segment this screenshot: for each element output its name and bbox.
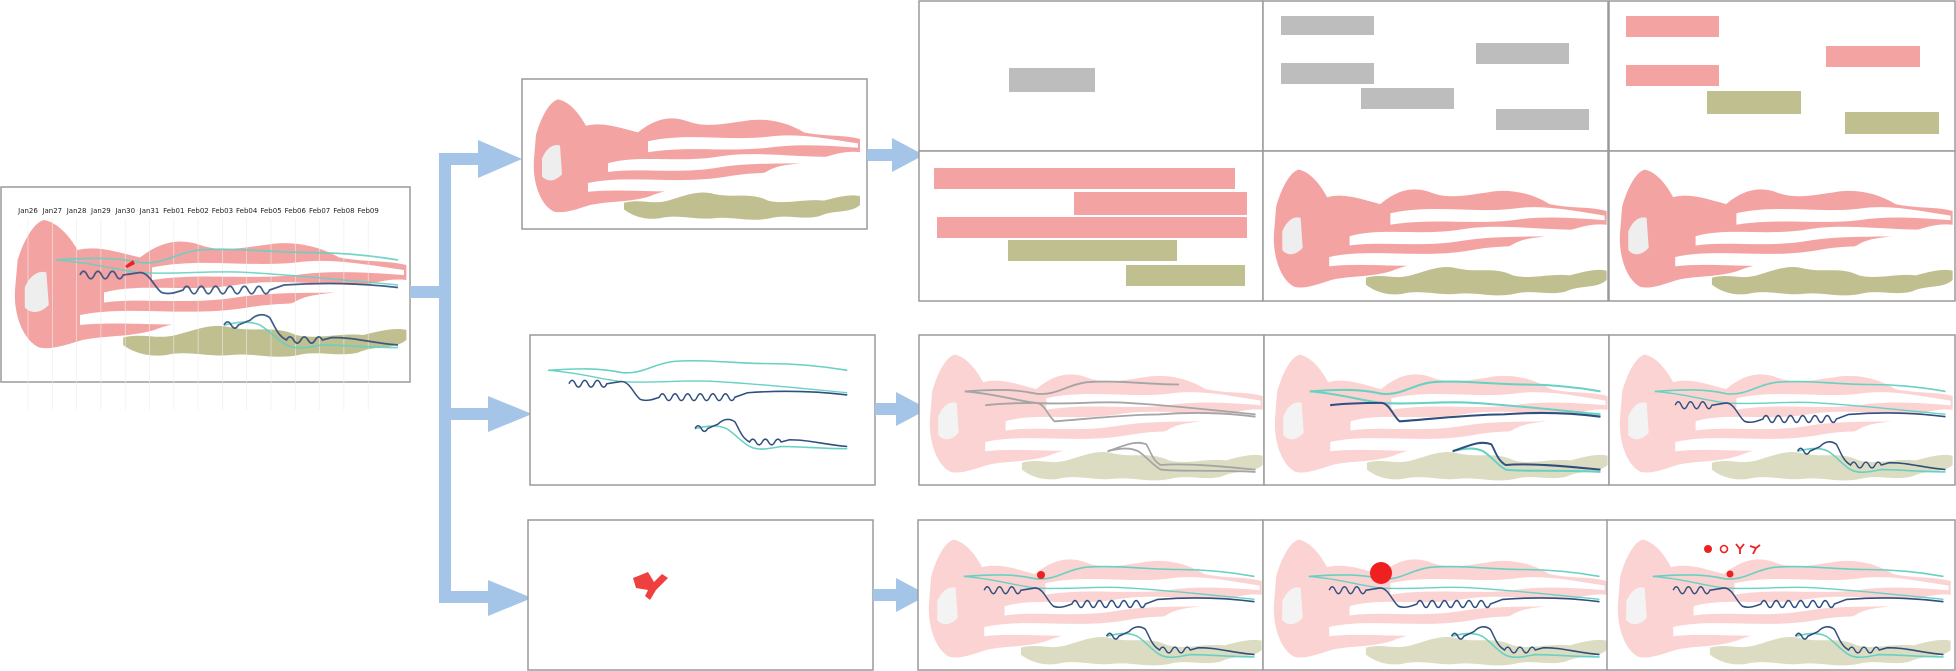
date-label: Feb08 [333, 207, 354, 215]
date-label: Feb05 [260, 207, 281, 215]
event-marker-icon [125, 260, 135, 268]
arrow-out-top-icon [892, 138, 924, 172]
glyph-y-icon [1735, 543, 1745, 554]
bar-layout-grid [918, 0, 1956, 302]
arrow-to-bottom-shaft [439, 591, 489, 603]
glyph-ring-icon [1719, 544, 1729, 554]
arrow-out-bottom-icon [896, 578, 928, 612]
source-timeline-panel: Jan26 Jan27 Jan28 Jan29 Jan30 Jan31 Feb01 Feb02… [0, 186, 411, 410]
date-label: Jan30 [114, 207, 135, 215]
date-label: Feb01 [163, 207, 184, 215]
date-label: Feb03 [212, 207, 233, 215]
stage-marker-panel [527, 519, 874, 671]
date-label: Jan28 [66, 207, 87, 215]
stage-lines-panel [529, 334, 876, 486]
event-dot-icon [1726, 570, 1734, 578]
event-dot-large-icon [1370, 562, 1392, 584]
arrow-to-middle-icon [488, 396, 532, 432]
glyph-y-alt-icon [1749, 544, 1761, 555]
marker-overlay-row [917, 519, 1956, 671]
arrow-to-top-shaft [439, 153, 479, 165]
bar-block [1009, 68, 1095, 92]
event-glyph-icon [633, 572, 668, 600]
arrow-to-middle-shaft [439, 408, 489, 420]
line-overlay-row [918, 334, 1956, 486]
glyph-filled-dot-icon [1704, 545, 1712, 553]
date-label: Feb09 [358, 207, 379, 215]
date-label: Jan27 [41, 207, 62, 215]
date-label: Feb04 [236, 207, 258, 215]
arrow-out-middle-icon [896, 392, 928, 426]
branch-arrows [410, 140, 532, 616]
date-label: Feb07 [309, 207, 330, 215]
date-label: Jan31 [139, 207, 160, 215]
date-label: Feb06 [285, 207, 307, 215]
arrow-to-bottom-icon [488, 580, 532, 616]
date-label: Jan26 [17, 207, 38, 215]
stage-flow-panel [521, 78, 868, 230]
date-label: Feb02 [187, 207, 208, 215]
date-label: Jan29 [90, 207, 111, 215]
arrow-to-top-icon [478, 140, 522, 178]
output-arrows [867, 138, 928, 612]
event-dot-icon [1037, 571, 1045, 579]
